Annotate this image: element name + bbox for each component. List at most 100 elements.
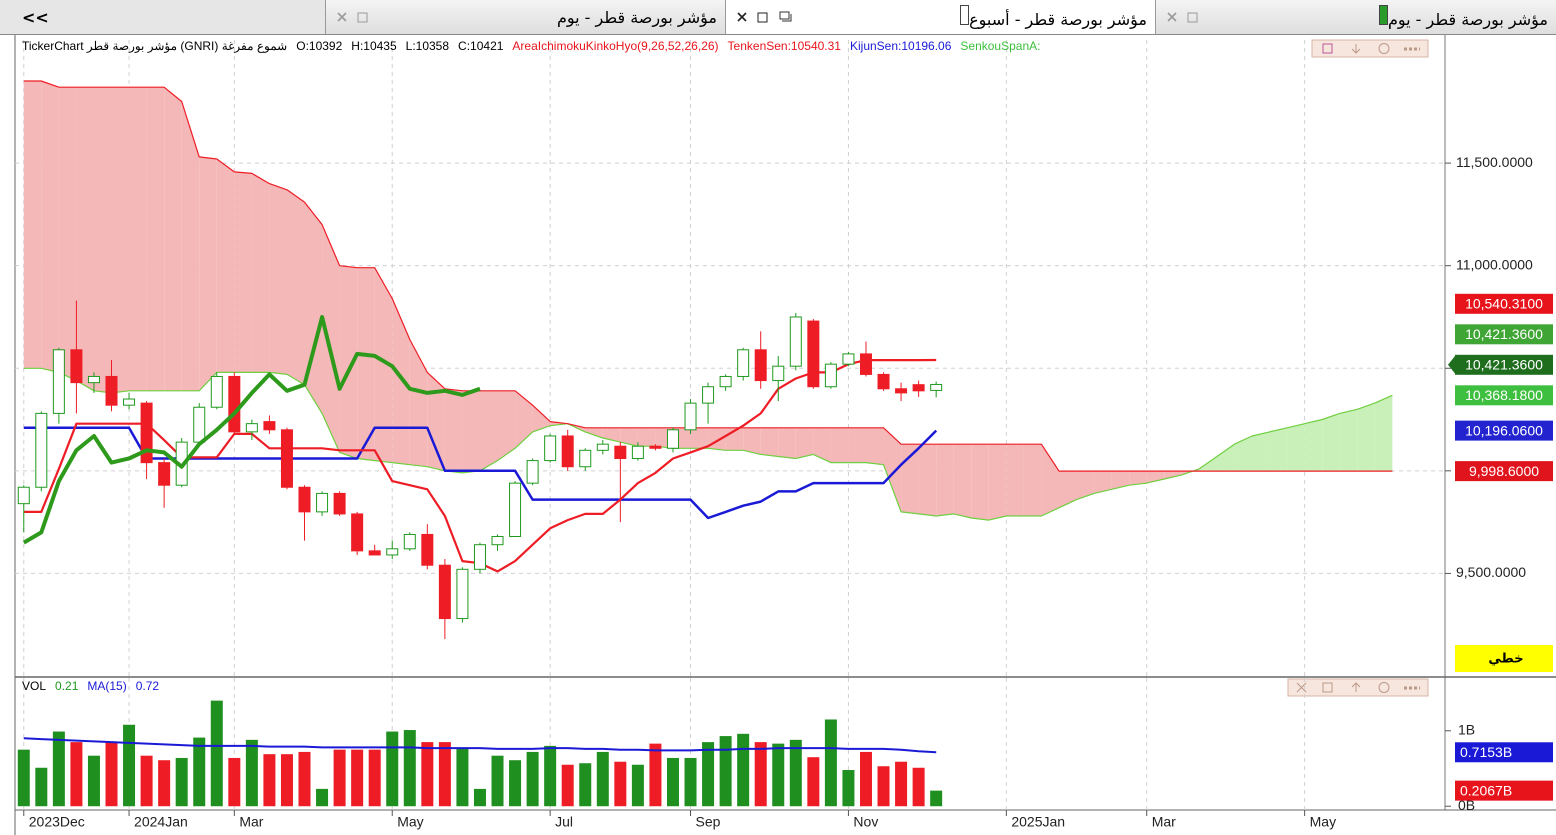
volume-bar xyxy=(526,751,539,807)
volume-bar xyxy=(754,742,767,807)
tab-marker xyxy=(960,5,970,25)
candle-body xyxy=(333,492,346,515)
volume-bar xyxy=(263,754,276,807)
candle-body xyxy=(509,482,522,537)
volume-bar xyxy=(842,770,855,807)
candle-body xyxy=(368,550,381,556)
candle-body xyxy=(245,423,258,433)
cloud xyxy=(778,427,796,459)
cloud xyxy=(760,427,779,457)
candle-body xyxy=(35,412,48,488)
tab[interactable]: مؤشر بورصة قطر - أسبوع xyxy=(725,0,1155,34)
volume-bar xyxy=(17,749,30,807)
candle-body xyxy=(702,386,715,404)
cloud xyxy=(497,390,516,461)
volume-bar xyxy=(35,767,48,807)
nav-button[interactable]: << xyxy=(22,8,49,27)
cloud xyxy=(1322,413,1340,472)
volume-info-item: 0.72 xyxy=(136,679,160,693)
cloud xyxy=(971,444,989,521)
candle-body xyxy=(158,462,171,486)
volume-bar xyxy=(438,742,451,807)
volume-bar xyxy=(316,788,329,807)
cloud xyxy=(620,427,638,447)
candle-body xyxy=(105,375,118,406)
price-label-box xyxy=(1455,461,1553,482)
cloud xyxy=(164,87,182,391)
cloud xyxy=(1129,471,1147,486)
toolbar-icon[interactable] xyxy=(1351,682,1361,692)
cloud xyxy=(1058,471,1077,508)
volume-toolbar[interactable] xyxy=(1287,678,1429,697)
cloud xyxy=(251,173,270,373)
candle-body xyxy=(421,533,434,566)
cloud xyxy=(181,101,200,391)
toolbar-icon[interactable] xyxy=(1322,682,1333,693)
cloud xyxy=(322,224,340,453)
volume-bar xyxy=(351,749,364,807)
volume-bar xyxy=(403,730,416,807)
tab-icon[interactable] xyxy=(1166,10,1206,24)
volume-bar xyxy=(228,757,241,807)
y-tick-label: 9,500.0000 xyxy=(1456,564,1526,580)
price-label-box xyxy=(1455,324,1553,345)
price-label: 10,540.3100 xyxy=(1465,296,1543,312)
y-tick-label: 11,500.0000 xyxy=(1456,154,1533,170)
cloud xyxy=(1094,471,1112,494)
cloud xyxy=(1216,444,1235,472)
candle-body xyxy=(491,535,504,546)
y-tick-label: 0B xyxy=(1458,797,1475,813)
volume-bar xyxy=(70,742,83,807)
volume-bar xyxy=(561,764,574,807)
volume-bar xyxy=(737,733,750,807)
volume-bar xyxy=(895,761,908,807)
cloud xyxy=(515,390,533,449)
info-item: L:10358 xyxy=(405,39,450,53)
cloud xyxy=(129,87,147,391)
toolbar-icon[interactable] xyxy=(1378,43,1390,54)
x-tick-label: Mar xyxy=(239,814,263,830)
tab-icon[interactable] xyxy=(336,10,376,24)
volume-bar xyxy=(719,736,732,807)
cloud xyxy=(1374,395,1393,472)
x-tick-label: Sep xyxy=(696,814,721,830)
volume-bar xyxy=(859,751,872,807)
tab-icon[interactable] xyxy=(736,10,796,24)
toolbar-icon[interactable] xyxy=(1351,44,1361,54)
cloud xyxy=(76,87,94,391)
toolbar-icon[interactable] xyxy=(1322,43,1333,54)
tab-bar: << مؤشر بورصة قطر - يوم مؤشر بورصة قطر - … xyxy=(0,0,1556,35)
toolbar-icon[interactable] xyxy=(1378,682,1390,693)
toolbar-icon[interactable] xyxy=(1296,682,1307,693)
candle-body xyxy=(316,492,329,513)
info-item: TenkenSen:10540.31 xyxy=(727,39,841,53)
x-tick-label: 2024Jan xyxy=(134,814,188,830)
cloud xyxy=(286,189,305,385)
toolbar-box xyxy=(1311,39,1429,58)
candle-body xyxy=(631,445,644,460)
candle-body xyxy=(614,445,627,460)
volume-info: VOL 0.21 MA(15) 0.72 xyxy=(22,679,159,693)
cloud xyxy=(1234,435,1252,472)
price-label: 10,368.1800 xyxy=(1465,387,1543,403)
candle-body xyxy=(544,435,557,462)
cloud xyxy=(708,427,726,451)
cloud xyxy=(936,444,954,516)
x-tick-label: Jul xyxy=(555,814,573,830)
x-tick-label: 2023Dec xyxy=(29,814,85,830)
tab-title: مؤشر بورصة قطر - يوم xyxy=(557,8,717,27)
volume-bar xyxy=(193,737,206,807)
cloud xyxy=(269,183,287,375)
volume-bar xyxy=(210,700,223,807)
x-tick-label: Nov xyxy=(853,814,878,830)
x-tick-label: May xyxy=(397,814,423,830)
cloud xyxy=(1023,444,1042,516)
candle-body xyxy=(842,353,855,365)
volume-info-item: MA(15) xyxy=(87,679,126,693)
tab[interactable]: مؤشر بورصة قطر - يوم xyxy=(325,0,725,34)
tab[interactable]: مؤشر بورصة قطر - يوم xyxy=(1155,0,1556,34)
cloud xyxy=(1287,423,1305,472)
cloud xyxy=(1357,403,1375,472)
toolbar[interactable] xyxy=(1311,39,1429,58)
volume-label: 0.7153B xyxy=(1460,744,1512,760)
